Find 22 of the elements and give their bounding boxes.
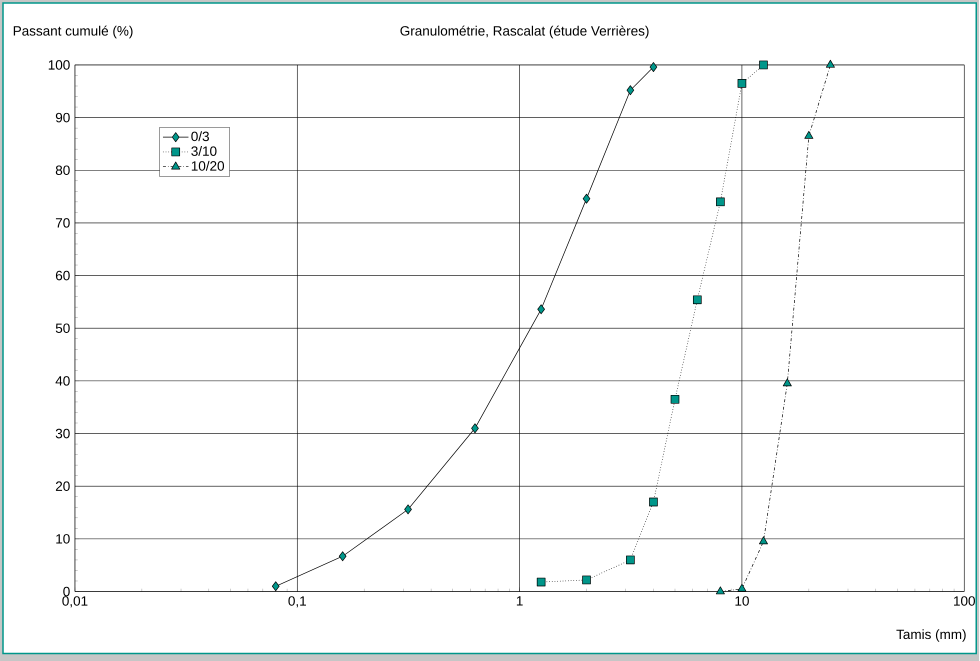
x-axis-title: Tamis (mm) [896,628,966,642]
x-tick-label: 100 [954,596,975,606]
y-tick-label: 50 [56,323,70,333]
y-tick-label: 90 [56,112,70,122]
y-tick-label: 0 [63,586,70,596]
legend-label: 0/3 [191,131,209,141]
x-tick-label: 10 [735,596,749,606]
y-tick-label: 70 [56,218,70,228]
y-tick-label: 20 [56,481,70,491]
legend-label: 3/10 [191,146,217,156]
y-tick-label: 40 [56,376,70,386]
y-tick-label: 80 [56,165,70,175]
legend-label: 10/20 [192,160,224,170]
y-tick-label: 10 [56,534,70,544]
x-tick-label: 1 [516,596,523,606]
x-tick-label: 0,1 [288,596,306,608]
x-tick-label: 0,01 [62,596,88,608]
chart-title: Granulométrie, Rascalat (étude Verrières) [400,25,649,38]
y-axis-title: Passant cumulé (%) [14,25,133,38]
y-tick-label: 60 [56,270,70,280]
y-tick-label: 30 [56,428,70,438]
y-tick-label: 100 [48,60,70,70]
